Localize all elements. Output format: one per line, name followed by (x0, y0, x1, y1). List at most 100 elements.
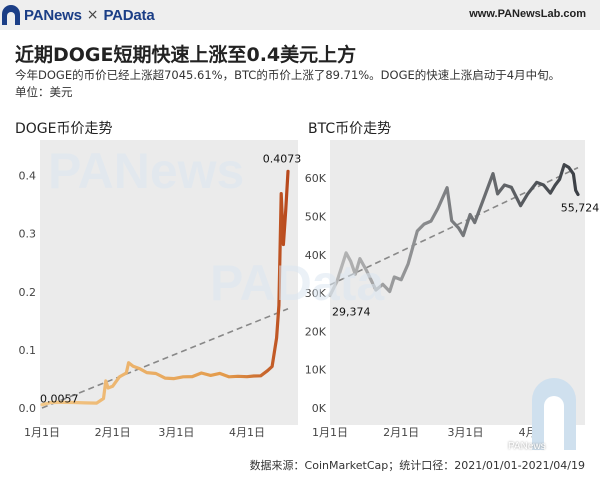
doge-point (119, 376, 121, 378)
btc-point (577, 194, 579, 196)
brand-left: PANews (24, 6, 82, 24)
watermark-padata: PAData (210, 255, 385, 311)
doge-point (146, 372, 148, 374)
doge-start-label: 0.0057 (40, 393, 79, 406)
doge-point (128, 362, 130, 364)
doge-point (112, 386, 114, 388)
btc-point (389, 291, 391, 293)
doge-point (219, 373, 221, 375)
btc-point (520, 205, 522, 207)
btc-point (446, 187, 448, 189)
brand-logo[interactable]: PANews × PAData (2, 4, 155, 26)
doge-point (283, 244, 285, 246)
watermark-panews: PANews (48, 143, 244, 199)
btc-point (458, 227, 460, 229)
btc-point (407, 263, 409, 265)
btc-point (573, 173, 575, 175)
doge-point (228, 376, 230, 378)
doge-y-tick: 0.3 (19, 228, 37, 241)
doge-x-tick: 1月1日 (24, 426, 60, 439)
doge-chart-title: DOGE币价走势 (15, 121, 113, 137)
doge-x-tick: 3月1日 (158, 426, 194, 439)
btc-point (497, 193, 499, 195)
doge-point (139, 368, 141, 370)
btc-y-tick: 50K (305, 210, 327, 223)
doge-point (276, 337, 278, 339)
btc-point (527, 193, 529, 195)
doge-point (287, 171, 289, 173)
btc-point (511, 187, 513, 189)
doge-y-tick: 0.4 (19, 170, 37, 183)
doge-y-tick: 0.1 (19, 344, 37, 357)
doge-point (96, 402, 98, 404)
doge-point (107, 387, 109, 389)
doge-point (164, 377, 166, 379)
doge-y-tick: 0.0 (19, 402, 37, 415)
page-subtitle: 今年DOGE的币价已经上涨超7045.61%，BTC的币价上涨了89.71%。D… (15, 68, 561, 82)
brand-separator: × (86, 7, 99, 23)
doge-point (260, 375, 262, 377)
doge-point (125, 372, 127, 374)
doge-y-tick: 0.2 (19, 286, 37, 299)
doge-point (267, 370, 269, 372)
btc-point (345, 252, 347, 254)
corner-watermark-icon (526, 378, 582, 450)
doge-x-tick: 4月1日 (229, 426, 265, 439)
doge-point (105, 380, 107, 382)
btc-y-tick: 10K (305, 364, 327, 377)
btc-y-tick: 20K (305, 325, 327, 338)
doge-point (192, 376, 194, 378)
doge-point (246, 376, 248, 378)
btc-point (416, 230, 418, 232)
btc-trendline (329, 166, 579, 286)
doge-point (182, 376, 184, 378)
btc-point (504, 184, 506, 186)
btc-y-tick: 60K (305, 172, 327, 185)
unit-note: 单位：美元 (15, 85, 73, 99)
doge-point (201, 372, 203, 374)
page-title: 近期DOGE短期快速上涨至0.4美元上方 (15, 44, 357, 66)
doge-x-tick: 2月1日 (95, 426, 131, 439)
btc-end-label: 55,724 (561, 202, 600, 215)
doge-point (253, 375, 255, 377)
site-url[interactable]: www.PANewsLab.com (469, 8, 586, 20)
wechat-tag: PANews (508, 441, 546, 452)
brand-right: PAData (103, 6, 155, 24)
btc-point (400, 279, 402, 281)
doge-point (103, 398, 105, 400)
doge-point (155, 373, 157, 375)
btc-point (437, 208, 439, 210)
btc-point (430, 220, 432, 222)
btc-point (483, 197, 485, 199)
btc-y-tick: 30K (305, 287, 327, 300)
doge-point (84, 402, 86, 404)
doge-price-line (40, 169, 290, 407)
btc-point (563, 164, 565, 166)
btc-chart-title: BTC币价走势 (308, 121, 392, 137)
btc-start-label: 29,374 (332, 305, 371, 318)
doge-point (173, 378, 175, 380)
doge-end-label: 0.4073 (263, 152, 302, 165)
data-source-footer: 数据来源：CoinMarketCap；统计口径：2021/01/01-2021/… (249, 459, 585, 472)
btc-point (550, 192, 552, 194)
btc-point (393, 276, 395, 278)
btc-point (536, 182, 538, 184)
header-bar: PANews × PAData www.PANewsLab.com (0, 0, 600, 30)
btc-point (492, 173, 494, 175)
btc-point (462, 235, 464, 237)
doge-point (280, 193, 282, 195)
btc-point (451, 220, 453, 222)
btc-y-tick: 0K (312, 402, 327, 415)
btc-price-line (328, 163, 580, 298)
btc-x-tick: 1月1日 (312, 426, 348, 439)
doge-point (285, 210, 287, 212)
btc-x-tick: 2月1日 (383, 426, 419, 439)
btc-point (543, 184, 545, 186)
btc-point (568, 167, 570, 169)
btc-x-tick: 3月1日 (447, 426, 483, 439)
btc-point (423, 223, 425, 225)
doge-trendline (41, 307, 289, 409)
doge-point (274, 352, 276, 354)
